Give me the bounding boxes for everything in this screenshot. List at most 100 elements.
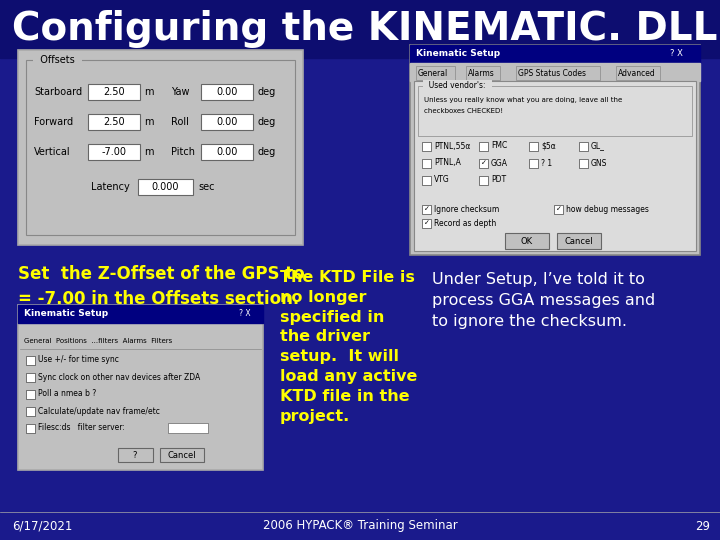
Bar [26, 60, 295, 235]
Text: Cancel: Cancel [168, 450, 197, 460]
Bar [422, 176, 431, 185]
Text: 0.00: 0.00 [216, 117, 238, 127]
Text: The KTD File is
no longer
specified in
the driver
setup.  It will
load any activ: The KTD File is no longer specified in t… [280, 270, 418, 423]
Text: Use +/- for time sync: Use +/- for time sync [38, 355, 119, 364]
Bar [505, 233, 549, 249]
Bar [616, 66, 660, 80]
Bar [18, 50, 303, 245]
Bar [422, 159, 431, 168]
Text: ✓: ✓ [480, 160, 487, 166]
Text: m: m [144, 117, 153, 127]
Bar [18, 305, 263, 470]
Text: OK: OK [521, 237, 533, 246]
Text: Forward: Forward [34, 117, 73, 127]
Bar [410, 45, 700, 255]
Text: Unless you really know what you are doing, leave all the: Unless you really know what you are doin… [424, 97, 622, 103]
Text: Kinematic Setup: Kinematic Setup [416, 50, 500, 58]
Bar [26, 407, 35, 416]
Bar [410, 45, 700, 63]
Bar [479, 176, 488, 185]
Text: 29: 29 [695, 519, 710, 532]
Text: Configuring the KINEMATIC. DLL: Configuring the KINEMATIC. DLL [12, 10, 718, 48]
Text: 2.50: 2.50 [103, 117, 125, 127]
Text: Calculate/update nav frame/etc: Calculate/update nav frame/etc [38, 407, 160, 415]
Text: ? 1: ? 1 [541, 159, 552, 167]
Text: General: General [418, 69, 449, 78]
Text: Cancel: Cancel [564, 237, 593, 246]
Bar [416, 66, 455, 80]
Text: Ignore checksum: Ignore checksum [434, 205, 499, 213]
Text: 2006 HYPACK® Training Seminar: 2006 HYPACK® Training Seminar [263, 519, 457, 532]
Text: Roll: Roll [171, 117, 189, 127]
Text: m: m [144, 147, 153, 157]
Text: Sync clock on other nav devices after ZDA: Sync clock on other nav devices after ZD… [38, 373, 200, 381]
Text: Pitch: Pitch [171, 147, 195, 157]
Bar [88, 114, 140, 130]
Text: GPS Status Codes: GPS Status Codes [518, 69, 586, 78]
Text: m: m [144, 87, 153, 97]
Text: ✓: ✓ [556, 206, 562, 212]
Bar [201, 144, 253, 160]
Text: 0.00: 0.00 [216, 147, 238, 157]
Bar [26, 390, 35, 399]
Bar [422, 205, 431, 214]
Text: Filesc:ds   filter server:: Filesc:ds filter server: [38, 423, 125, 433]
Text: VTG: VTG [434, 176, 450, 185]
Bar [579, 159, 588, 168]
Text: Set  the Z-Offset of the GPS to
= -7.00 in the Offsets section.: Set the Z-Offset of the GPS to = -7.00 i… [18, 265, 305, 308]
Text: ?: ? [132, 450, 138, 460]
Text: deg: deg [258, 117, 276, 127]
Bar [0, 0, 720, 58]
Bar [422, 219, 431, 228]
Text: how debug messages: how debug messages [566, 205, 649, 213]
Bar [422, 142, 431, 151]
Bar [479, 159, 488, 168]
Text: 6/17/2021: 6/17/2021 [12, 519, 73, 532]
Bar [529, 159, 538, 168]
Text: GNS: GNS [591, 159, 608, 167]
Text: PDT: PDT [491, 176, 506, 185]
Bar [18, 305, 263, 323]
Text: GL_: GL_ [591, 141, 605, 151]
Text: Alarms: Alarms [468, 69, 495, 78]
Bar [201, 114, 253, 130]
Bar [479, 142, 488, 151]
Bar [414, 81, 696, 251]
Text: Starboard: Starboard [34, 87, 82, 97]
Text: Record as depth: Record as depth [434, 219, 496, 227]
Bar [88, 144, 140, 160]
Bar [26, 424, 35, 433]
Text: 2.50: 2.50 [103, 87, 125, 97]
Text: deg: deg [258, 87, 276, 97]
Text: ✓: ✓ [423, 220, 429, 226]
Bar [466, 66, 500, 80]
Bar [118, 448, 153, 462]
Text: 0.00: 0.00 [216, 87, 238, 97]
Bar [201, 84, 253, 100]
Bar [88, 84, 140, 100]
Text: Used vendor's:: Used vendor's: [424, 82, 490, 91]
Bar [138, 179, 193, 195]
Bar [557, 233, 601, 249]
Text: Offsets: Offsets [34, 55, 81, 65]
Text: ✓: ✓ [423, 206, 429, 212]
Bar [579, 142, 588, 151]
Text: Advanced: Advanced [618, 69, 656, 78]
Text: checkboxes CHECKED!: checkboxes CHECKED! [424, 108, 503, 114]
Text: GGA: GGA [491, 159, 508, 167]
Text: Poll a nmea b ?: Poll a nmea b ? [38, 389, 96, 399]
Text: 0.000: 0.000 [151, 182, 179, 192]
Text: ? X: ? X [670, 50, 683, 58]
Bar [554, 205, 563, 214]
Bar [160, 448, 204, 462]
Bar [410, 63, 700, 81]
Text: Kinematic Setup: Kinematic Setup [24, 309, 108, 319]
Text: Latency: Latency [91, 182, 130, 192]
Text: ? X: ? X [239, 309, 251, 319]
Bar [418, 86, 692, 136]
Text: sec: sec [198, 182, 215, 192]
Bar [516, 66, 600, 80]
Text: PTNL,A: PTNL,A [434, 159, 461, 167]
Text: Yaw: Yaw [171, 87, 189, 97]
Bar [168, 423, 208, 433]
